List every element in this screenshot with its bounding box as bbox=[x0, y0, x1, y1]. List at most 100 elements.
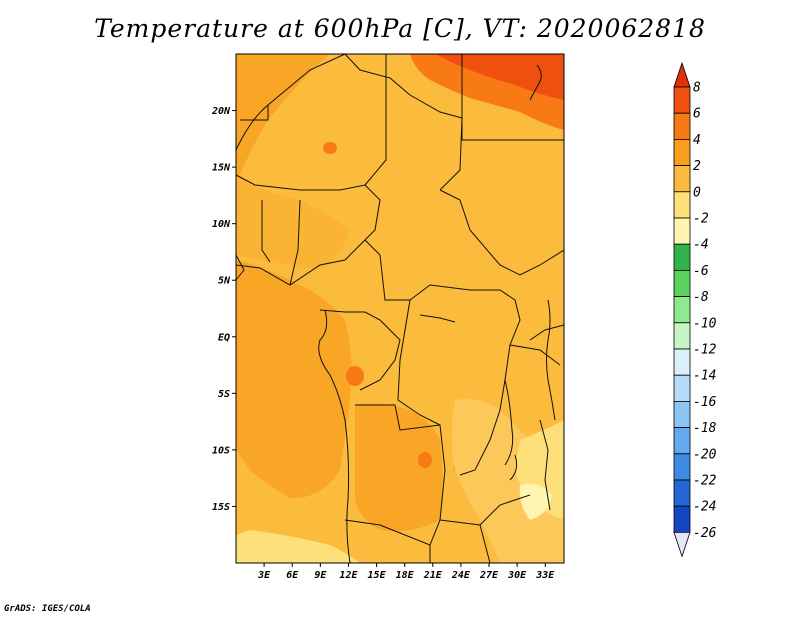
colorbar-level-label: 6 bbox=[693, 107, 701, 122]
colorbar-level-label: -14 bbox=[693, 369, 716, 384]
colorbar-swatch bbox=[673, 269, 691, 297]
colorbar-level-label: -8 bbox=[693, 290, 709, 305]
red-sea-coast bbox=[529, 64, 542, 101]
field-south-cool bbox=[236, 530, 360, 563]
colorbar-swatch bbox=[673, 138, 691, 166]
colorbar-level-label: 8 bbox=[693, 81, 701, 96]
lat-tick-label: 15S bbox=[212, 502, 230, 513]
lake-tanganyika bbox=[504, 379, 514, 466]
border-angola-north bbox=[355, 404, 441, 431]
border-zambia bbox=[439, 494, 531, 526]
lat-tick-label: 10N bbox=[212, 219, 231, 230]
field-spot-angola bbox=[418, 452, 432, 468]
lon-tick-label: 12E bbox=[339, 570, 358, 581]
colorbar-swatch bbox=[673, 112, 691, 140]
colorbar: 8 6 4 2 0 -2 -4 -6 -8 -10 -12 -14 -16 -18 -20 -22 -24 -26 bbox=[673, 61, 717, 558]
lat-tick-label: 20N bbox=[211, 106, 231, 117]
colorbar-bottom-triangle bbox=[673, 532, 691, 558]
lat-tick-label: 15N bbox=[212, 163, 231, 174]
field-spot-congo bbox=[346, 366, 364, 386]
border-egypt-sudan bbox=[439, 54, 463, 191]
colorbar-level-label: -24 bbox=[693, 500, 716, 515]
border-libya-niger bbox=[344, 54, 463, 119]
colorbar-level-label: -4 bbox=[693, 238, 709, 253]
lon-tick-label: 6E bbox=[286, 570, 299, 581]
border-guinea bbox=[236, 254, 245, 281]
colorbar-swatch bbox=[673, 191, 691, 219]
country-borders bbox=[236, 54, 564, 563]
border-gulf-guinea bbox=[236, 239, 366, 286]
colorbar-swatch bbox=[673, 427, 691, 455]
colorbar-swatch bbox=[673, 505, 691, 533]
colorbar-level-label: -22 bbox=[693, 474, 717, 489]
field-sahara-hot bbox=[435, 54, 564, 100]
map-title: Temperature at 600hPa [C], VT: 202006281… bbox=[94, 14, 706, 43]
lake-malawi bbox=[509, 454, 518, 481]
colorbar-swatch bbox=[673, 453, 691, 481]
lon-tick-label: 9E bbox=[314, 570, 327, 581]
colorbar-level-label: -6 bbox=[693, 264, 709, 279]
latitude-axis: 20N 15N 10N 5N EQ 5S 10S 15S bbox=[211, 106, 236, 513]
colorbar-swatch bbox=[673, 217, 691, 245]
longitude-axis: 3E 6E 9E 12E 15E 18E 21E 24E 27E 30E 33E bbox=[257, 563, 555, 581]
colorbar-swatch bbox=[673, 322, 691, 350]
border-kenya bbox=[529, 324, 564, 341]
border-botswana bbox=[479, 524, 491, 563]
colorbar-swatch bbox=[673, 348, 691, 376]
colorbar-swatch bbox=[673, 400, 691, 428]
field-east-cool bbox=[451, 398, 564, 563]
colorbar-level-label: -18 bbox=[693, 421, 717, 436]
field-west-coast bbox=[236, 260, 352, 499]
colorbar-swatch bbox=[673, 86, 691, 114]
colorbar-level-label: -26 bbox=[693, 526, 717, 541]
border-sudan-south bbox=[439, 189, 564, 276]
lon-tick-label: 3E bbox=[257, 570, 271, 581]
colorbar-swatch bbox=[673, 479, 691, 507]
colorbar-swatch bbox=[673, 296, 691, 324]
border-ghana bbox=[289, 199, 301, 286]
border-car bbox=[364, 239, 516, 301]
border-ivory-coast bbox=[261, 200, 271, 263]
colorbar-level-label: -10 bbox=[693, 316, 717, 331]
colorbar-top-triangle bbox=[673, 61, 691, 88]
field-angola bbox=[355, 403, 443, 532]
lon-tick-label: 18E bbox=[396, 570, 415, 581]
colorbar-swatch bbox=[673, 374, 691, 402]
coastline-west bbox=[318, 309, 351, 563]
lon-tick-label: 15E bbox=[368, 570, 387, 581]
colorbar-swatch bbox=[673, 243, 691, 271]
lat-tick-label: 5S bbox=[218, 389, 230, 400]
lon-tick-label: 27E bbox=[479, 570, 499, 581]
border-congo bbox=[319, 309, 401, 391]
lon-tick-label: 24E bbox=[451, 570, 471, 581]
plot-frame bbox=[235, 53, 565, 564]
river-congo bbox=[419, 314, 456, 323]
lon-tick-label: 21E bbox=[423, 570, 443, 581]
field-north-west bbox=[236, 54, 330, 180]
border-mauritania bbox=[240, 105, 269, 121]
credit-label: GrADS: IGES/COLA bbox=[4, 604, 91, 614]
lon-tick-label: 33E bbox=[535, 570, 555, 581]
lon-tick-label: 30E bbox=[507, 570, 527, 581]
border-niger-chad bbox=[364, 54, 387, 186]
field-spot-niger bbox=[323, 142, 337, 154]
colorbar-level-label: 4 bbox=[693, 133, 701, 148]
colorbar-level-label: 2 bbox=[693, 159, 701, 174]
lat-tick-label: 5N bbox=[218, 276, 231, 287]
border-sudan-north bbox=[461, 118, 564, 141]
border-tanzania bbox=[509, 344, 561, 366]
border-sahel bbox=[236, 174, 381, 241]
temperature-field bbox=[236, 54, 564, 563]
colorbar-level-label: 0 bbox=[693, 185, 701, 200]
field-west-africa bbox=[236, 175, 350, 270]
field-east-pale bbox=[519, 483, 552, 520]
coastline-lakes bbox=[546, 299, 556, 421]
lat-tick-label: EQ bbox=[218, 332, 230, 343]
colorbar-level-label: -20 bbox=[693, 447, 717, 462]
colorbar-swatch bbox=[673, 165, 691, 193]
border-mozambique bbox=[539, 419, 551, 511]
colorbar-level-label: -12 bbox=[693, 343, 717, 358]
border-drc-east bbox=[459, 299, 521, 476]
lat-tick-label: 10S bbox=[212, 445, 230, 456]
